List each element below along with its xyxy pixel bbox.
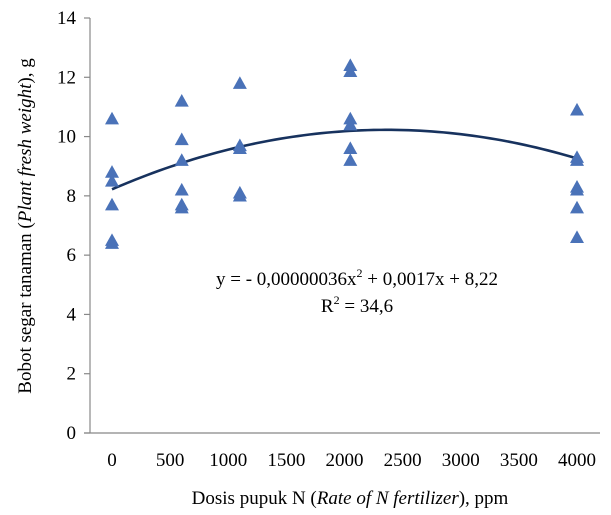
data-point [174, 153, 189, 166]
r-squared-label: R2 = 34,6 [321, 293, 393, 317]
data-point [570, 153, 584, 166]
data-point [232, 141, 247, 155]
data-point [105, 197, 119, 211]
y-tick-label: 4 [67, 304, 77, 325]
data-point [105, 174, 119, 187]
data-point [570, 230, 584, 243]
axes [84, 18, 600, 434]
data-point [174, 182, 189, 196]
data-point [343, 141, 358, 155]
x-axis-title: Dosis pupuk N (Rate of N fertilizer), pp… [192, 488, 509, 509]
data-point [343, 64, 358, 77]
data-points [105, 58, 584, 249]
data-point [105, 165, 119, 178]
data-point [232, 76, 247, 89]
data-point [174, 94, 189, 107]
data-point [343, 117, 358, 131]
y-tick-label: 12 [57, 67, 76, 88]
x-tick-label: 4000 [558, 450, 596, 471]
data-point [232, 188, 247, 202]
trendline [111, 128, 578, 191]
data-point [105, 236, 119, 249]
data-point [570, 102, 584, 116]
data-point [343, 153, 358, 166]
y-tick-label: 8 [67, 186, 77, 207]
y-tick-label: 2 [67, 364, 77, 385]
y-axis-title: Bobot segar tanaman (Plant fresh weight)… [15, 58, 36, 394]
x-tick-label: 2000 [326, 450, 364, 471]
trend-equation: y = - 0,00000036x2 + 0,0017x + 8,22 [216, 266, 498, 290]
data-point [174, 200, 189, 214]
data-point [570, 182, 584, 196]
y-ticks: 0 2 4 6 8 10 12 14 [57, 8, 90, 444]
data-point [570, 200, 584, 214]
y-tick-label: 14 [57, 8, 77, 29]
x-tick-label: 500 [156, 450, 185, 471]
x-tick-label: 1500 [267, 450, 305, 471]
data-point [105, 111, 119, 125]
x-tick-label: 3500 [500, 450, 538, 471]
data-point [174, 132, 189, 146]
y-tick-label: 10 [57, 127, 76, 148]
x-ticks: 0 500 1000 1500 2000 2500 3000 3500 4000 [107, 450, 596, 471]
x-tick-label: 3000 [442, 450, 480, 471]
x-tick-label: 0 [107, 450, 117, 471]
y-tick-label: 0 [67, 423, 77, 444]
x-tick-label: 2500 [384, 450, 422, 471]
y-tick-label: 6 [67, 245, 77, 266]
trendline-group [111, 128, 578, 191]
x-tick-label: 1000 [209, 450, 247, 471]
